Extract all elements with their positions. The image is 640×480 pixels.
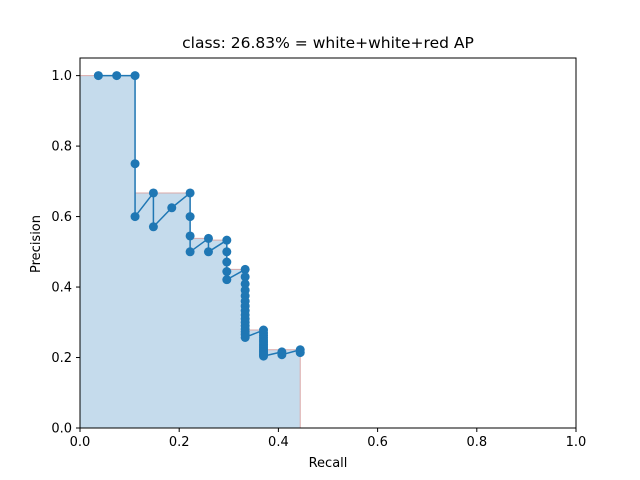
data-point — [130, 159, 140, 169]
x-tick-label: 0.0 — [70, 435, 91, 450]
data-point — [93, 71, 103, 81]
y-axis-ticks: 0.0 0.2 0.4 0.6 0.8 1.0 — [51, 69, 80, 437]
x-axis-label: Recall — [309, 456, 348, 471]
x-tick-label: 0.2 — [169, 435, 190, 450]
data-point — [222, 235, 232, 245]
data-point — [148, 222, 158, 232]
data-point — [240, 279, 250, 289]
y-tick-label: 0.2 — [51, 351, 72, 366]
x-tick-label: 0.6 — [367, 435, 388, 450]
data-point — [112, 71, 122, 81]
data-point — [222, 267, 232, 277]
data-point — [240, 332, 250, 342]
data-point — [259, 351, 269, 361]
axes — [79, 57, 577, 429]
data-point — [222, 247, 232, 257]
y-tick-label: 1.0 — [51, 69, 72, 84]
data-point — [130, 212, 140, 222]
y-axis-label: Precision — [29, 215, 44, 273]
y-tick-label: 0.6 — [51, 210, 72, 225]
x-tick-label: 0.8 — [466, 435, 487, 450]
chart-title: class: 26.83% = white+white+red AP — [182, 34, 474, 52]
data-point — [240, 264, 250, 274]
y-tick-label: 0.4 — [51, 281, 72, 296]
data-point — [167, 203, 177, 213]
data-point — [222, 257, 232, 267]
x-tick-label: 1.0 — [566, 435, 587, 450]
y-tick-label: 0.0 — [51, 422, 72, 437]
data-point — [148, 188, 158, 198]
data-point — [203, 233, 213, 243]
data-point — [295, 348, 305, 358]
plot-frame — [79, 57, 577, 429]
data-point — [240, 272, 250, 282]
data-point — [130, 71, 140, 81]
data-point — [185, 188, 195, 198]
data-point — [222, 275, 232, 285]
data-point — [185, 231, 195, 241]
data-points — [93, 71, 305, 361]
x-axis-ticks: 0.0 0.2 0.4 0.6 0.8 1.0 — [70, 428, 587, 450]
data-point — [203, 247, 213, 257]
y-tick-label: 0.8 — [51, 140, 72, 155]
data-point — [185, 212, 195, 222]
x-tick-label: 0.4 — [268, 435, 289, 450]
data-point — [277, 350, 287, 360]
data-point — [185, 247, 195, 257]
